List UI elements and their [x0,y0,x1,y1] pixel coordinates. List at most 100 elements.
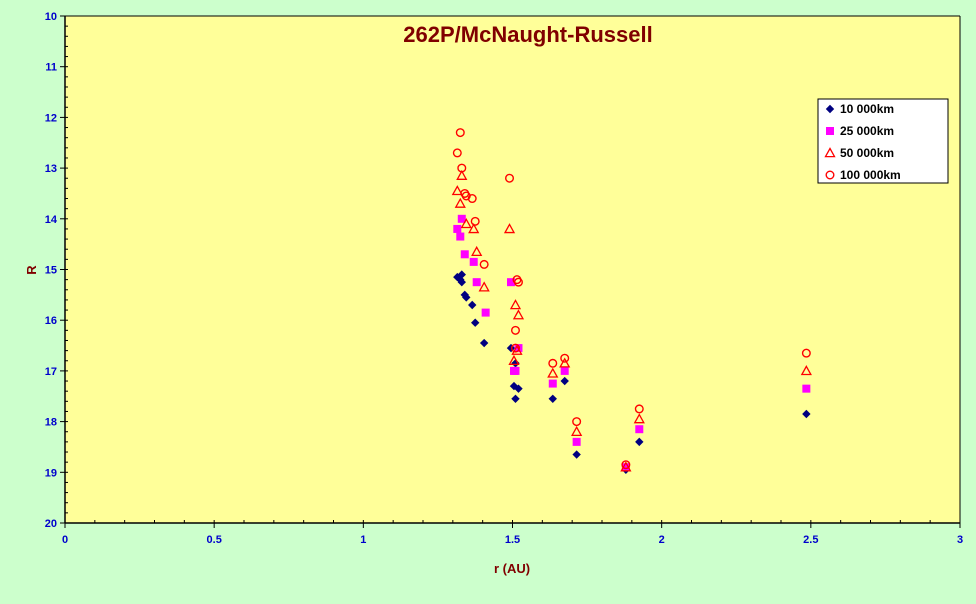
x-axis-label: r (AU) [494,561,530,576]
y-tick-label: 20 [45,518,57,530]
data-point [621,460,631,470]
data-point [471,245,483,257]
data-point [479,338,489,348]
legend-marker [824,147,836,158]
data-point [507,278,516,287]
x-tick-label: 1.5 [505,534,520,546]
y-tick-label: 19 [45,467,57,479]
y-tick-label: 15 [45,265,57,277]
y-tick-label: 14 [45,214,58,226]
data-point [503,223,516,234]
data-point [560,376,569,386]
data-point [560,366,569,375]
y-tick-label: 17 [45,366,57,378]
data-point [559,357,571,368]
legend-label: 25 000km [840,124,894,138]
data-point [481,308,490,317]
series-diamond [453,270,811,474]
legend-box [817,98,949,184]
data-point [509,381,519,391]
data-point [548,394,557,403]
data-points [451,128,812,474]
data-point [800,365,812,376]
data-point [510,325,520,335]
data-point [469,257,478,266]
data-point [560,353,570,363]
data-point [479,259,489,269]
data-point [457,163,467,173]
data-point [453,224,462,233]
y-tick-label: 13 [45,163,57,175]
y-tick-label: 11 [45,62,57,74]
data-point [460,218,472,229]
legend-label: 10 000km [840,102,894,116]
y-tick-label: 12 [45,112,57,124]
data-point [621,463,630,472]
data-point [468,223,480,234]
data-point [457,270,466,279]
data-point [548,358,558,368]
data-point [572,450,581,459]
x-tick-label: 3 [957,534,963,546]
data-point [451,185,463,196]
legend: 10 000km 25 000km 50 000km 100 000km [817,98,949,184]
data-point [472,278,481,287]
data-point [505,173,515,183]
data-point [457,277,466,287]
data-point [510,343,520,353]
y-tick-label: 16 [45,315,57,327]
data-point [462,293,471,302]
data-point [456,169,468,180]
data-point [511,359,520,368]
data-point [802,384,811,393]
data-point [635,437,644,447]
axes: 0 0.5 1 1.5 2 2.5 3 10 11 12 13 14 15 16 17 18 19 20 [45,11,963,546]
y-tick-label: 18 [45,417,57,429]
data-point [547,367,559,378]
data-point [471,318,480,327]
data-point [457,214,466,223]
x-tick-label: 0.5 [207,534,222,546]
data-point [620,461,632,472]
data-point [633,413,645,424]
data-point [801,348,811,358]
data-point [511,394,520,403]
data-point [802,409,811,419]
data-point [512,309,525,320]
data-point [454,197,466,208]
y-axis-label: R [24,265,39,275]
data-point [509,299,522,310]
data-point [478,281,490,292]
data-point [456,232,465,241]
data-point [572,437,581,446]
data-point [634,404,644,414]
series-circle [452,128,811,470]
plot-area [65,16,960,523]
x-tick-label: 0 [62,534,68,546]
data-point [452,148,462,158]
data-point [514,384,523,393]
legend-marker [825,104,835,114]
legend-marker [826,127,834,135]
data-point [572,417,582,427]
series-triangle [451,169,812,472]
y-tick-label: 10 [45,11,57,23]
chart-title: 262P/McNaught-Russell [403,22,652,47]
data-point [460,250,469,259]
data-point [548,379,557,388]
data-point [571,425,583,436]
data-point [467,194,477,204]
data-point [513,277,523,287]
x-tick-label: 1 [360,534,366,546]
data-point [511,366,520,375]
data-point [508,354,520,366]
x-tick-label: 2.5 [803,534,818,546]
legend-marker [825,170,835,180]
x-tick-label: 2 [659,534,665,546]
data-point [468,300,477,310]
data-point [635,425,644,434]
data-point [455,128,465,138]
data-point [470,216,480,226]
